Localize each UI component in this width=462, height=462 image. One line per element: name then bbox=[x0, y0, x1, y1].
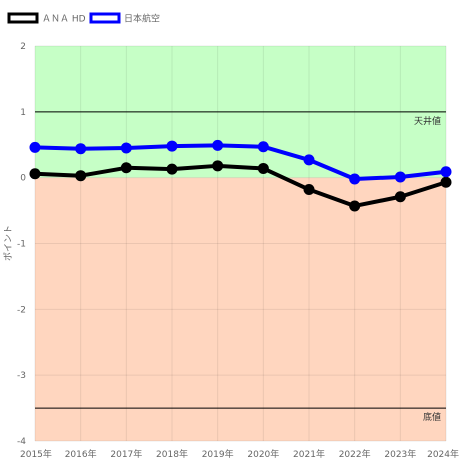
data-point-series-1 bbox=[303, 154, 315, 166]
data-point-series-0 bbox=[440, 176, 452, 188]
data-point-series-1 bbox=[440, 166, 452, 178]
x-tick-label: 2016年 bbox=[65, 448, 97, 460]
x-tick-label: 2017年 bbox=[110, 448, 142, 460]
data-point-series-1 bbox=[212, 139, 224, 151]
background-bands bbox=[35, 46, 446, 441]
y-tick-label: -4 bbox=[17, 437, 26, 447]
x-tick-label: 2019年 bbox=[202, 448, 234, 460]
x-tick-label: 2021年 bbox=[293, 448, 325, 460]
series-line-0 bbox=[34, 163, 447, 208]
x-tick-label: 2024年 bbox=[427, 448, 459, 460]
series-line-1 bbox=[34, 143, 447, 181]
legend: ＡＮＡ HD 日本航空 bbox=[7, 12, 160, 25]
data-point-series-0 bbox=[212, 160, 224, 172]
legend-label-0[interactable]: ＡＮＡ HD bbox=[42, 15, 86, 25]
data-point-series-1 bbox=[257, 141, 269, 153]
data-point-series-0 bbox=[257, 162, 269, 174]
x-tick-label: 2020年 bbox=[247, 448, 279, 460]
data-point-series-0 bbox=[120, 162, 132, 174]
data-point-series-0 bbox=[166, 163, 178, 175]
data-point-series-1 bbox=[394, 171, 406, 183]
data-point-series-1 bbox=[120, 142, 132, 154]
reference-line-label-1: 底値 bbox=[423, 411, 441, 423]
data-point-series-0 bbox=[29, 168, 41, 180]
x-tick-label: 2018年 bbox=[156, 448, 188, 460]
y-axis-label: ポイント bbox=[3, 225, 14, 261]
data-point-series-1 bbox=[29, 141, 41, 153]
y-tick-label: 1 bbox=[20, 108, 26, 118]
y-tick-label: 2 bbox=[20, 42, 26, 52]
data-point-series-0 bbox=[75, 170, 87, 182]
data-point-series-0 bbox=[303, 184, 315, 196]
reference-line-label-0: 天井値 bbox=[414, 115, 441, 127]
x-axis-ticks: 2015年 2016年 2017年 2018年 2019年 2020年 2021年 2022年… bbox=[20, 448, 459, 460]
legend-swatch-0[interactable] bbox=[7, 12, 39, 24]
data-point-series-1 bbox=[349, 173, 361, 185]
legend-swatch-1[interactable] bbox=[89, 12, 121, 24]
y-tick-label: -1 bbox=[17, 240, 26, 250]
y-axis-ticks: 2 1 0 -1 -2 -3 -4 bbox=[17, 42, 26, 447]
x-tick-label: 2023年 bbox=[384, 448, 416, 460]
y-tick-label: 0 bbox=[20, 174, 26, 184]
x-tick-label: 2022年 bbox=[339, 448, 371, 460]
data-point-series-0 bbox=[394, 191, 406, 203]
x-tick-label: 2015年 bbox=[20, 448, 52, 460]
y-tick-label: -3 bbox=[17, 371, 26, 381]
background-band-1 bbox=[35, 177, 446, 441]
data-point-series-1 bbox=[75, 143, 87, 155]
legend-label-1[interactable]: 日本航空 bbox=[124, 13, 160, 25]
data-point-series-1 bbox=[166, 140, 178, 152]
data-point-series-0 bbox=[349, 200, 361, 212]
grid bbox=[34, 45, 447, 442]
y-tick-label: -2 bbox=[17, 305, 26, 315]
series-lines bbox=[29, 139, 452, 212]
